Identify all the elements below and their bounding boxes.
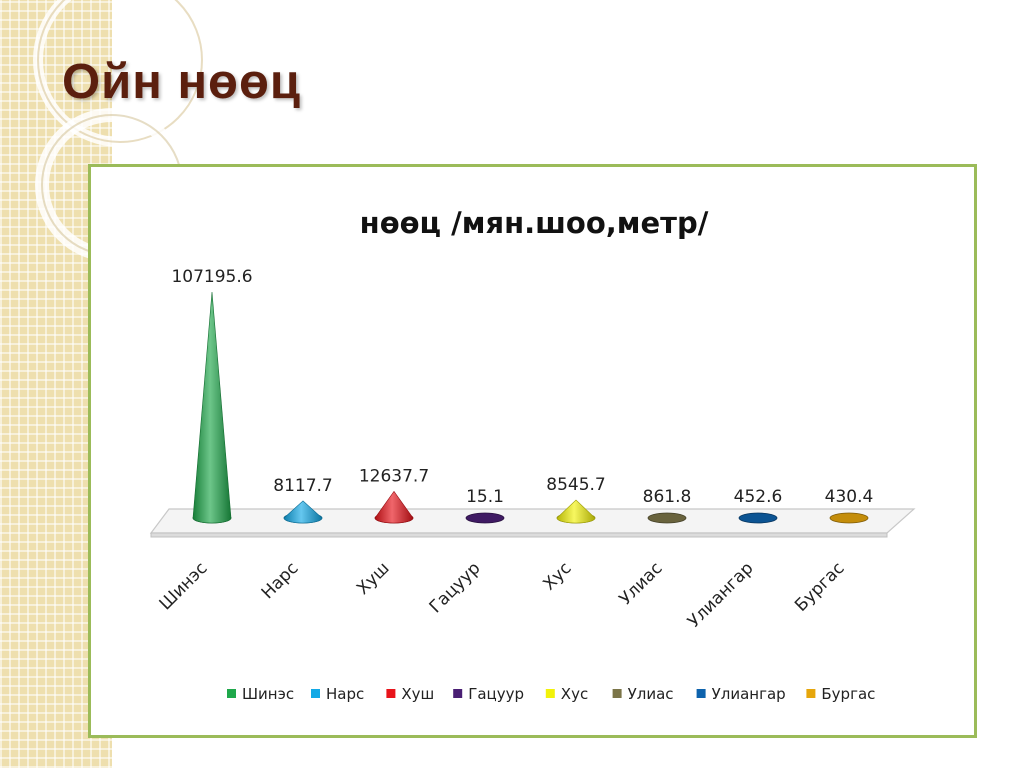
legend-label-Улиангар: Улиангар <box>712 685 786 703</box>
value-label-Хуш: 12637.7 <box>359 466 429 486</box>
slide-title: Ойн нөөц <box>62 55 302 109</box>
legend-label-Хуш: Хуш <box>401 685 434 703</box>
legend-swatch-Улиангар <box>696 689 706 698</box>
cone-mark-Шинэс <box>192 291 232 524</box>
legend-swatch-Хус <box>545 689 555 698</box>
legend-label-Нарс: Нарс <box>326 685 364 703</box>
cone-base-Гацуур <box>465 512 505 524</box>
legend-swatch-Бургас <box>806 689 816 698</box>
chart-title: нөөц /мян.шоо,метр/ <box>360 206 709 240</box>
legend-swatch-Нарс <box>311 689 320 698</box>
category-label-Шинэс: Шинэс <box>156 558 212 614</box>
legend-label-Бургас: Бургас <box>821 685 875 703</box>
chart-frame: нөөц /мян.шоо,метр/ 107195.6 Шинэс 8117.7 Н… <box>88 164 977 738</box>
chart-marks-layer <box>192 291 869 524</box>
category-label-Гацуур: Гацуур <box>426 558 485 617</box>
value-label-Гацуур: 15.1 <box>466 487 504 507</box>
chart-floor-edge <box>150 532 888 538</box>
cone-mark-Хуш <box>374 490 414 524</box>
legend-swatch-Хуш <box>386 689 396 698</box>
legend-label-Шинэс: Шинэс <box>242 685 294 703</box>
chart: нөөц /мян.шоо,метр/ 107195.6 Шинэс 8117.7 Н… <box>149 206 916 703</box>
legend-label-Улиас: Улиас <box>628 685 674 703</box>
legend-label-Хус: Хус <box>561 685 588 703</box>
category-label-Улиас: Улиас <box>616 558 667 609</box>
chart-floor-layer <box>149 508 916 538</box>
value-label-Хус: 8545.7 <box>546 475 605 495</box>
category-label-Хус: Хус <box>539 558 575 594</box>
value-label-Бургас: 430.4 <box>825 487 874 507</box>
chart-legend: Шинэс Нарс Хуш Гацуур Хус Улиас Улиангар Бургас <box>227 685 875 703</box>
cone-base-Бургас <box>829 512 869 524</box>
legend-label-Гацуур: Гацуур <box>468 685 524 703</box>
category-label-Бургас: Бургас <box>791 558 848 615</box>
legend-swatch-Гацуур <box>453 689 463 698</box>
value-label-Нарс: 8117.7 <box>273 476 332 496</box>
value-label-Улиангар: 452.6 <box>734 487 783 507</box>
category-label-Нарс: Нарс <box>258 558 303 603</box>
cone-mark-Хус <box>556 499 596 524</box>
value-label-Улиас: 861.8 <box>643 487 692 507</box>
cone-base-Улиангар <box>738 512 778 524</box>
cone-mark-Нарс <box>283 500 323 524</box>
category-label-Улиангар: Улиангар <box>684 558 758 632</box>
chart-floor <box>149 508 916 534</box>
value-label-Шинэс: 107195.6 <box>171 267 252 287</box>
legend-swatch-Улиас <box>612 689 622 698</box>
cone-base-Улиас <box>647 512 687 524</box>
category-label-Хуш: Хуш <box>353 558 393 598</box>
legend-swatch-Шинэс <box>227 689 236 698</box>
chart-labels-layer: 107195.6 Шинэс 8117.7 Нарс 12637.7 Хуш 15.1 Гац… <box>156 267 874 632</box>
